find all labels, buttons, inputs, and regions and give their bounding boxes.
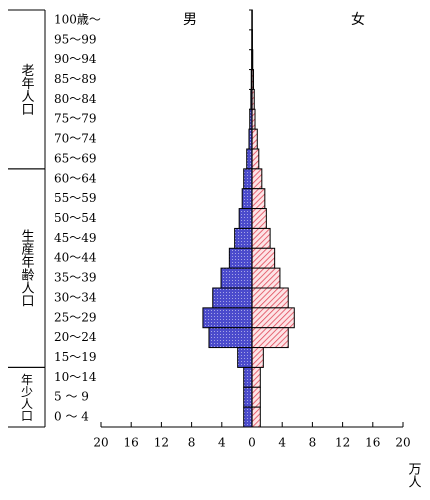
y-tick-label: 0 ～ 4: [54, 410, 89, 424]
group-label: 生産年齢人口: [19, 229, 35, 307]
y-tick-label: 10～14: [54, 370, 97, 384]
bar: [234, 227, 253, 249]
bar: [251, 327, 289, 349]
bar: [251, 307, 295, 329]
bar: [237, 347, 253, 368]
x-tick-label: 0: [248, 436, 256, 450]
y-tick-label: 75～79: [54, 112, 97, 126]
y-tick-label: 65～69: [54, 151, 97, 165]
y-tick-label: 35～39: [54, 271, 97, 285]
y-tick-label: 5 ～ 9: [54, 390, 89, 404]
x-tick-label: 12: [335, 436, 350, 450]
bar: [251, 287, 289, 309]
bar: [243, 406, 253, 428]
x-tick-label: 12: [154, 436, 169, 450]
x-tick-label: 4: [278, 436, 286, 450]
y-tick-label: 100歳～: [54, 12, 101, 26]
x-tick-label: 8: [188, 436, 196, 450]
bar: [251, 188, 266, 210]
x-tick-label: 20: [93, 436, 108, 450]
bar: [251, 128, 258, 150]
x-tick-label: 20: [395, 436, 410, 450]
bar: [251, 386, 261, 408]
group-label: 年少人口: [20, 373, 34, 421]
y-tick-label: 15～19: [54, 350, 97, 364]
y-tick-label: 20～24: [54, 330, 97, 344]
bar: [251, 347, 264, 368]
y-tick-label: 50～54: [54, 211, 97, 225]
bar: [241, 188, 253, 210]
bar: [228, 247, 253, 269]
y-tick-label: 90～94: [54, 52, 97, 66]
bar: [251, 247, 276, 269]
bar: [202, 307, 253, 329]
right-header: 女: [351, 11, 365, 28]
left-header: 男: [183, 12, 197, 28]
bar: [243, 366, 253, 388]
x-tick-label: 16: [365, 436, 380, 450]
y-tick-label: 95～99: [54, 32, 97, 46]
bar: [212, 287, 253, 309]
y-tick-label: 25～29: [54, 310, 97, 324]
x-unit: 万人: [406, 462, 422, 488]
y-tick-label: 30～34: [54, 290, 97, 304]
x-tick-label: 8: [309, 436, 317, 450]
bar: [220, 267, 253, 289]
y-tick-label: 80～84: [54, 92, 97, 106]
x-tick-label: 16: [124, 436, 139, 450]
bar: [251, 366, 261, 388]
y-tick-label: 60～64: [54, 171, 97, 185]
x-tick-label: 4: [218, 436, 226, 450]
bar: [243, 168, 253, 190]
group-label: 老年人口: [19, 63, 35, 115]
bar: [251, 267, 281, 289]
bar: [251, 406, 261, 428]
bar: [243, 386, 253, 408]
bar: [251, 208, 267, 229]
y-tick-label: 85～89: [54, 72, 97, 86]
bar: [246, 148, 253, 170]
bar: [251, 168, 263, 190]
y-tick-label: 40～44: [54, 251, 97, 265]
bar: [251, 227, 271, 249]
y-tick-label: 70～74: [54, 132, 97, 146]
bar: [208, 327, 253, 349]
y-tick-label: 45～49: [54, 231, 97, 245]
bar: [251, 148, 260, 170]
bar: [238, 208, 253, 229]
y-tick-label: 55～59: [54, 191, 97, 205]
